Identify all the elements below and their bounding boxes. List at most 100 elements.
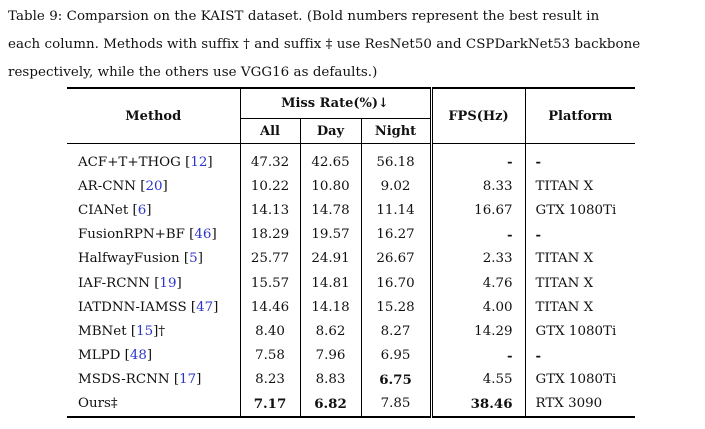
table-body: ACF+T+THOG [12] 47.32 42.65 56.18- - AR-CNN [… bbox=[67, 143, 636, 419]
method-cell: Ours‡ bbox=[67, 391, 240, 419]
day-cell: 7.96 bbox=[299, 343, 361, 368]
fps-cell: 16.67 bbox=[429, 198, 526, 223]
table-row: AR-CNN [20] 10.22 10.80 9.02 8.33 TITAN X bbox=[67, 174, 636, 199]
table-row: MLPD [48] 7.58 7.96 6.95- - bbox=[67, 343, 636, 368]
night-cell: 16.27 bbox=[360, 222, 432, 247]
method-cell: CIANet [6] bbox=[78, 202, 152, 218]
caption-line-1: Table 9: Comparsion on the KAIST dataset… bbox=[8, 9, 600, 24]
method-name: MBNet bbox=[78, 323, 127, 339]
header-all: All bbox=[239, 118, 300, 144]
all-cell: 18.29 bbox=[239, 222, 300, 247]
fps-cell: 4.00 bbox=[429, 295, 526, 320]
day-cell: 8.83 bbox=[299, 367, 361, 392]
night-cell: 26.67 bbox=[360, 246, 432, 271]
all-cell: 25.77 bbox=[239, 246, 300, 271]
method-cell: MSDS-RCNN [17] bbox=[78, 372, 202, 388]
method-cell: IAF-RCNN [19] bbox=[78, 275, 182, 291]
day-cell: 6.82 bbox=[299, 391, 361, 419]
all-cell: 8.40 bbox=[239, 319, 300, 344]
all-cell: 10.22 bbox=[239, 174, 300, 199]
citation-link[interactable]: 47 bbox=[196, 299, 214, 315]
method-name: Ours‡ bbox=[78, 396, 118, 412]
platform-cell: RTX 3090 bbox=[524, 391, 636, 419]
day-cell: 8.62 bbox=[299, 319, 361, 344]
fps-cell: 2.33 bbox=[429, 246, 526, 271]
header-fps: FPS(Hz) bbox=[429, 87, 526, 144]
platform-cell: GTX 1080Ti bbox=[524, 367, 636, 392]
table-row: MSDS-RCNN [17] 8.23 8.83 6.75 4.55 GTX 1080Ti bbox=[67, 367, 636, 392]
kaist-comparison-table: Method Miss Rate(%)↓ FPS(Hz) Platform Al… bbox=[67, 87, 636, 419]
day-cell: 10.80 bbox=[299, 174, 361, 199]
all-cell: 7.58 bbox=[239, 343, 300, 368]
citation-link[interactable]: 15 bbox=[136, 323, 154, 339]
day-cell: 24.91 bbox=[299, 246, 361, 271]
table-row: FusionRPN+BF [46] 18.29 19.57 16.27- - bbox=[67, 222, 636, 247]
fps-cell: 4.76 bbox=[429, 270, 526, 296]
table-row: Ours‡ 7.17 6.82 7.85 38.46 RTX 3090 bbox=[67, 391, 636, 419]
citation-link[interactable]: 19 bbox=[159, 275, 177, 291]
all-cell: 7.17 bbox=[239, 391, 300, 419]
platform-cell: GTX 1080Ti bbox=[524, 198, 636, 223]
night-cell: 15.28 bbox=[360, 295, 432, 320]
night-cell: 6.75 bbox=[360, 367, 432, 392]
citation-link[interactable]: 48 bbox=[129, 348, 147, 364]
fps-cell: 38.46 bbox=[429, 391, 526, 419]
citation-link[interactable]: 46 bbox=[194, 227, 212, 243]
citation-link[interactable]: 6 bbox=[137, 202, 147, 218]
method-cell: FusionRPN+BF [46] bbox=[78, 227, 217, 243]
all-cell: 14.13 bbox=[239, 198, 300, 223]
header-miss-rate: Miss Rate(%)↓ bbox=[239, 87, 432, 119]
method-name: AR-CNN bbox=[78, 178, 136, 194]
citation-link[interactable]: 20 bbox=[145, 178, 163, 194]
day-cell: 14.18 bbox=[299, 295, 361, 320]
platform-cell: - bbox=[524, 143, 636, 175]
citation-link[interactable]: 17 bbox=[179, 372, 197, 388]
night-cell: 56.18 bbox=[360, 143, 432, 175]
all-cell: 14.46 bbox=[239, 295, 300, 320]
method-cell: IATDNN-IAMSS [47] bbox=[78, 299, 219, 315]
header-method: Method bbox=[67, 87, 240, 144]
fps-cell: 4.55 bbox=[429, 367, 526, 392]
method-name: MSDS-RCNN bbox=[78, 372, 170, 388]
night-cell: 6.95 bbox=[360, 343, 432, 368]
header-night: Night bbox=[360, 118, 432, 144]
fps-cell: - bbox=[429, 222, 526, 247]
method-cell: AR-CNN [20] bbox=[78, 178, 168, 194]
method-name: ACF+T+THOG bbox=[78, 154, 181, 170]
platform-cell: GTX 1080Ti bbox=[524, 319, 636, 344]
platform-cell: TITAN X bbox=[524, 174, 636, 199]
table-row: HalfwayFusion [5] 25.77 24.91 26.67 2.33 TITA… bbox=[67, 246, 636, 271]
platform-cell: - bbox=[524, 222, 636, 247]
day-cell: 19.57 bbox=[299, 222, 361, 247]
night-cell: 11.14 bbox=[360, 198, 432, 223]
day-cell: 14.81 bbox=[299, 270, 361, 296]
table-row: IATDNN-IAMSS [47] 14.46 14.18 15.28 4.00 TITA… bbox=[67, 295, 636, 320]
fps-cell: - bbox=[429, 343, 526, 368]
platform-cell: - bbox=[524, 343, 636, 368]
platform-cell: TITAN X bbox=[524, 295, 636, 320]
caption-line-3: respectively, while the others use VGG16… bbox=[8, 65, 378, 80]
table-row: MBNet [15]† 8.40 8.62 8.27 14.29 GTX 1080Ti bbox=[67, 319, 636, 344]
night-cell: 9.02 bbox=[360, 174, 432, 199]
night-cell: 16.70 bbox=[360, 270, 432, 296]
caption-line-2: each column. Methods with suffix † and s… bbox=[8, 37, 641, 52]
night-cell: 8.27 bbox=[360, 319, 432, 344]
table-row: CIANet [6] 14.13 14.78 11.14 16.67 GTX 1080Ti bbox=[67, 198, 636, 223]
fps-cell: - bbox=[429, 143, 526, 175]
citation-link[interactable]: 12 bbox=[190, 154, 208, 170]
method-name: IAF-RCNN bbox=[78, 275, 150, 291]
day-cell: 42.65 bbox=[299, 143, 361, 175]
backbone-suffix: † bbox=[158, 323, 166, 339]
table-row: ACF+T+THOG [12] 47.32 42.65 56.18- - bbox=[67, 143, 636, 175]
all-cell: 8.23 bbox=[239, 367, 300, 392]
platform-cell: TITAN X bbox=[524, 270, 636, 296]
method-cell: HalfwayFusion [5] bbox=[78, 251, 203, 267]
header-day: Day bbox=[299, 118, 361, 144]
method-name: CIANet bbox=[78, 202, 129, 218]
table-row: IAF-RCNN [19] 15.57 14.81 16.70 4.76 TITAN X bbox=[67, 270, 636, 296]
citation-link[interactable]: 5 bbox=[189, 251, 198, 267]
header-platform: Platform bbox=[524, 87, 636, 144]
night-cell: 7.85 bbox=[360, 391, 432, 419]
fps-cell: 8.33 bbox=[429, 174, 526, 199]
method-name: HalfwayFusion bbox=[78, 251, 180, 267]
